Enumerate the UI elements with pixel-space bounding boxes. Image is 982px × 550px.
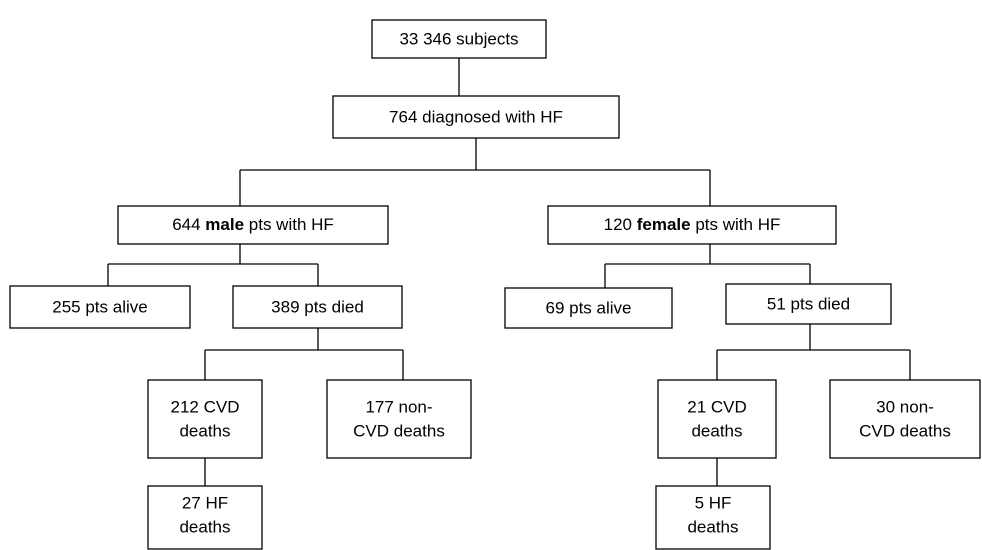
label-part: female <box>637 215 691 234</box>
node-box <box>147 485 263 550</box>
node: 30 non- CVD deaths <box>829 379 981 459</box>
node-label: 389 pts died <box>271 297 364 316</box>
node: 27 HF deaths <box>147 485 263 550</box>
node-box <box>9 285 191 329</box>
node-label: deaths <box>687 517 738 536</box>
label-part: male <box>205 215 244 234</box>
node-label: deaths <box>691 421 742 440</box>
node-label: 177 non- <box>365 397 432 416</box>
node: 21 CVD deaths <box>657 379 777 459</box>
node-box <box>547 205 837 245</box>
node-box <box>371 19 547 59</box>
node: 33 346 subjects <box>371 19 547 59</box>
node-label: 21 CVD <box>687 397 747 416</box>
node-label: CVD deaths <box>353 421 445 440</box>
node-box <box>147 379 263 459</box>
node-label: 120 female pts with HF <box>604 215 781 234</box>
node: 51 pts died <box>725 283 892 325</box>
node-box <box>117 205 389 245</box>
node: 177 non- CVD deaths <box>326 379 472 459</box>
node: 764 diagnosed with HF <box>332 95 620 139</box>
node-label: 255 pts alive <box>52 297 147 316</box>
node-box <box>725 283 892 325</box>
node-label: 33 346 subjects <box>399 29 518 48</box>
node-label: CVD deaths <box>859 421 951 440</box>
node: 212 CVD deaths <box>147 379 263 459</box>
node-box <box>657 379 777 459</box>
node-label: 30 non- <box>876 397 934 416</box>
node: 389 pts died <box>232 285 403 329</box>
node-label: 644 male pts with HF <box>172 215 334 234</box>
node-box <box>504 287 673 329</box>
node-box <box>829 379 981 459</box>
node-box <box>332 95 620 139</box>
node: 5 HF deaths <box>655 485 771 550</box>
node-label: deaths <box>179 517 230 536</box>
label-part: pts with HF <box>244 215 334 234</box>
node: 120 female pts with HF <box>547 205 837 245</box>
node-label: 764 diagnosed with HF <box>389 107 563 126</box>
node-label: 5 HF <box>695 493 732 512</box>
node: 69 pts alive <box>504 287 673 329</box>
node-label: 212 CVD <box>171 397 240 416</box>
label-part: 644 <box>172 215 205 234</box>
label-part: 120 <box>604 215 637 234</box>
node-label: deaths <box>179 421 230 440</box>
node: 255 pts alive <box>9 285 191 329</box>
node: 644 male pts with HF <box>117 205 389 245</box>
node-box <box>326 379 472 459</box>
node-label: 69 pts alive <box>546 298 632 317</box>
label-part: pts with HF <box>691 215 781 234</box>
node-box <box>232 285 403 329</box>
node-label: 51 pts died <box>767 294 850 313</box>
node-box <box>655 485 771 550</box>
connectors <box>107 58 911 486</box>
node-label: 27 HF <box>182 493 228 512</box>
